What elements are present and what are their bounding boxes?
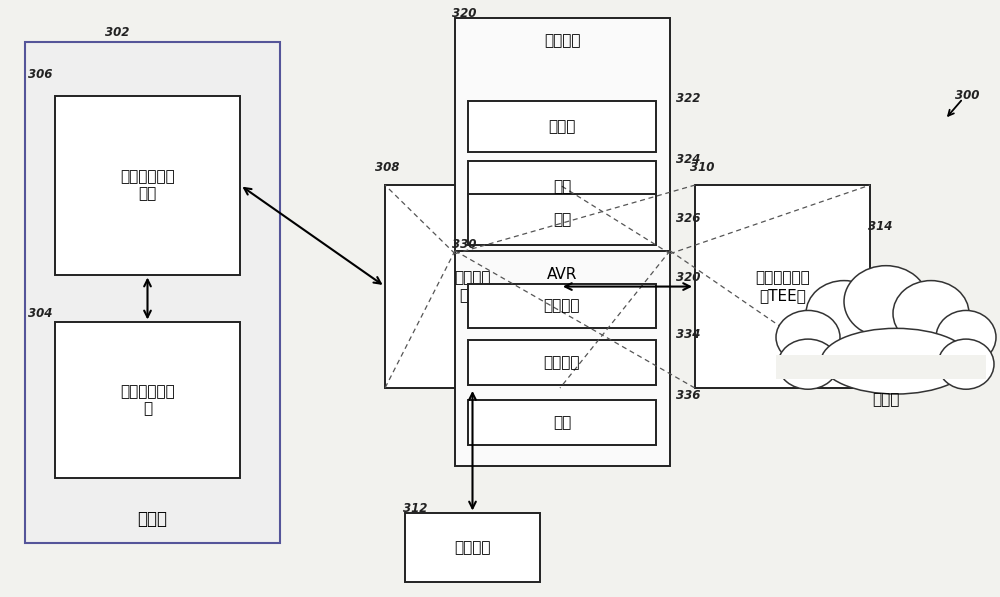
Text: 324: 324 <box>676 153 700 166</box>
Bar <box>405 513 540 582</box>
Text: 中继系统节点
（TEE）: 中继系统节点 （TEE） <box>755 270 810 303</box>
Bar <box>25 42 280 543</box>
Text: 310: 310 <box>690 161 714 174</box>
Text: 客户端智能合
约: 客户端智能合 约 <box>120 384 175 416</box>
Bar <box>55 96 240 275</box>
Text: 中继系统智能
合约: 中继系统智能 合约 <box>120 169 175 201</box>
Text: 认证证据: 认证证据 <box>544 298 580 313</box>
Bar <box>455 18 670 254</box>
Bar <box>468 101 656 152</box>
Ellipse shape <box>778 339 838 389</box>
Text: 302: 302 <box>105 26 129 39</box>
Text: 互联网: 互联网 <box>872 392 900 408</box>
Bar <box>695 185 870 388</box>
Text: 326: 326 <box>676 212 700 225</box>
Ellipse shape <box>806 281 882 346</box>
Bar <box>55 322 240 478</box>
Text: 中继系统
控制器: 中继系统 控制器 <box>454 270 491 303</box>
Text: 320: 320 <box>676 271 700 284</box>
Text: 334: 334 <box>676 328 700 341</box>
Text: 验证结果: 验证结果 <box>544 355 580 370</box>
Text: 330: 330 <box>452 238 476 251</box>
Bar <box>468 340 656 385</box>
Text: AVR: AVR <box>547 267 578 282</box>
Text: 区块链: 区块链 <box>138 510 168 528</box>
Bar <box>468 194 656 245</box>
Text: 320: 320 <box>452 7 476 20</box>
Bar <box>468 161 656 212</box>
Text: 签名: 签名 <box>553 415 571 430</box>
Text: 签名: 签名 <box>553 212 571 227</box>
Text: 308: 308 <box>375 161 399 174</box>
Text: 认证服务: 认证服务 <box>454 540 491 555</box>
Text: 304: 304 <box>28 307 52 320</box>
Ellipse shape <box>893 281 969 346</box>
Text: 测量値: 测量値 <box>548 119 576 134</box>
Bar <box>385 185 560 388</box>
Text: 312: 312 <box>403 502 427 515</box>
Text: 306: 306 <box>28 68 52 81</box>
Bar <box>468 284 656 328</box>
Ellipse shape <box>936 310 996 364</box>
Ellipse shape <box>821 328 971 394</box>
Text: 314: 314 <box>868 220 892 233</box>
Text: 322: 322 <box>676 92 700 105</box>
Ellipse shape <box>776 310 840 364</box>
Ellipse shape <box>938 339 994 389</box>
Ellipse shape <box>844 266 928 337</box>
Text: 公鑰: 公鑰 <box>553 179 571 194</box>
Text: 336: 336 <box>676 389 700 402</box>
Text: 认证证据: 认证证据 <box>544 33 581 48</box>
Bar <box>776 355 986 379</box>
Text: 300: 300 <box>955 89 979 102</box>
Bar <box>455 251 670 466</box>
Bar <box>468 400 656 445</box>
